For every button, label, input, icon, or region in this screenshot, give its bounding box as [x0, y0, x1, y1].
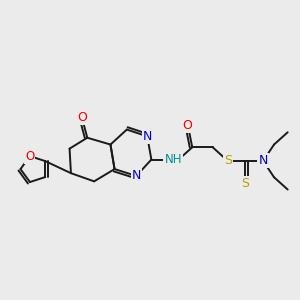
Text: O: O	[25, 150, 34, 163]
Text: S: S	[242, 177, 249, 190]
Text: O: O	[182, 119, 192, 132]
Text: O: O	[77, 111, 87, 124]
Text: N: N	[259, 154, 268, 167]
Text: S: S	[224, 154, 232, 167]
Text: N: N	[142, 130, 152, 143]
Text: NH: NH	[164, 153, 182, 166]
Text: N: N	[132, 169, 141, 182]
